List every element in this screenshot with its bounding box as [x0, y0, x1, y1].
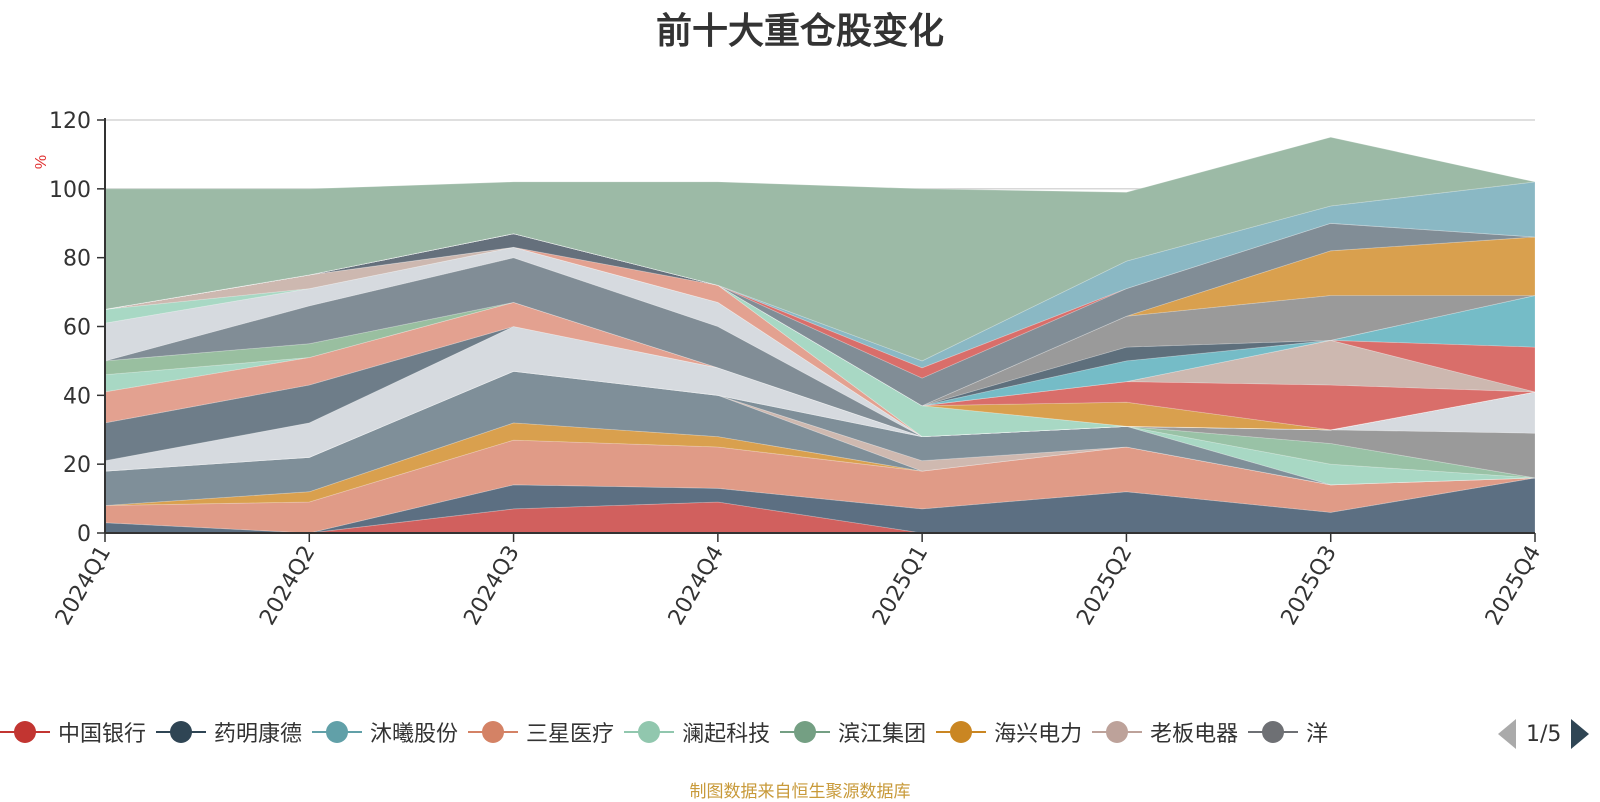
area-其他I[interactable] — [104, 246, 1536, 438]
legend-item[interactable]: 洋 — [1248, 712, 1328, 752]
chart-title: 前十大重仓股变化 — [655, 11, 944, 52]
legend-item[interactable]: 三星医疗 — [468, 712, 614, 752]
area-series — [104, 136, 1536, 534]
legend-marker-icon — [1092, 712, 1143, 752]
y-tick-label: 80 — [63, 247, 91, 272]
legend-label: 洋 — [1306, 722, 1329, 747]
legend-marker-icon — [936, 712, 987, 752]
legend-label: 药明康德 — [214, 722, 303, 747]
legend-item[interactable]: 海兴电力 — [936, 712, 1082, 752]
legend-item[interactable]: 中国银行 — [0, 712, 146, 752]
x-tick-label: 2024Q4 — [664, 542, 729, 630]
y-tick-label: 100 — [49, 178, 91, 203]
legend-item[interactable]: 老板电器 — [1092, 712, 1238, 752]
legend-item[interactable]: 滨江集团 — [780, 712, 926, 752]
x-tick-label: 2024Q1 — [51, 542, 116, 630]
x-tick-label: 2025Q2 — [1072, 542, 1137, 630]
legend-label: 滨江集团 — [838, 722, 927, 747]
area-其他F[interactable] — [104, 301, 1536, 438]
area-其他C[interactable] — [104, 326, 1536, 472]
legend-label: 中国银行 — [58, 722, 147, 747]
stacked-area-chart: 0 20 40 60 80 100 120 2024Q1 2024Q2 2024Q3 2024Q4 2… — [33, 109, 1546, 630]
legend-label: 海兴电力 — [994, 722, 1083, 747]
legend-item[interactable]: 澜起科技 — [624, 712, 770, 752]
y-tick-label: 120 — [49, 109, 91, 134]
y-tick-label: 20 — [63, 453, 91, 478]
legend-marker-icon — [624, 712, 675, 752]
legend-marker-icon — [780, 712, 831, 752]
y-axis-label: % — [33, 155, 50, 169]
x-tick-label: 2024Q2 — [255, 542, 320, 630]
y-tick-label: 60 — [63, 316, 91, 341]
legend-marker-icon — [312, 712, 363, 752]
x-tick-label: 2025Q4 — [1481, 542, 1546, 630]
legend-marker-icon — [0, 712, 50, 752]
y-tick-label: 40 — [63, 384, 91, 409]
legend-item[interactable]: 沐曦股份 — [312, 712, 458, 752]
legend-marker-icon — [468, 712, 519, 752]
legend-page-indicator: 1/5 — [1526, 721, 1562, 747]
source-note: 制图数据来自恒生聚源数据库 — [689, 782, 911, 802]
x-tick-label: 2024Q3 — [459, 542, 524, 630]
x-tick-label: 2025Q3 — [1277, 542, 1342, 630]
legend-label: 沐曦股份 — [370, 722, 459, 747]
legend-label: 老板电器 — [1150, 722, 1239, 747]
next-page-icon[interactable] — [1571, 719, 1590, 749]
area-其他G[interactable] — [104, 301, 1536, 438]
area-其他Z[interactable] — [104, 136, 1536, 362]
legend-item[interactable]: 药明康德 — [156, 712, 302, 752]
area-其他E[interactable] — [104, 301, 1536, 438]
x-tick-label: 2025Q1 — [868, 542, 933, 630]
legend-label: 三星医疗 — [526, 722, 615, 747]
legend-label: 澜起科技 — [682, 722, 771, 747]
area-其他J[interactable] — [104, 246, 1536, 438]
y-tick-label: 0 — [77, 522, 91, 547]
legend-marker-icon — [156, 712, 207, 752]
prev-page-icon[interactable] — [1498, 719, 1516, 749]
legend-marker-icon — [1248, 712, 1299, 752]
legend: 中国银行 药明康德 沐曦股份 三星医疗 澜起科技 滨江集团 海兴电力 老板电器 洋 — [0, 712, 1475, 752]
legend-pager: 1/5 — [1498, 718, 1590, 750]
